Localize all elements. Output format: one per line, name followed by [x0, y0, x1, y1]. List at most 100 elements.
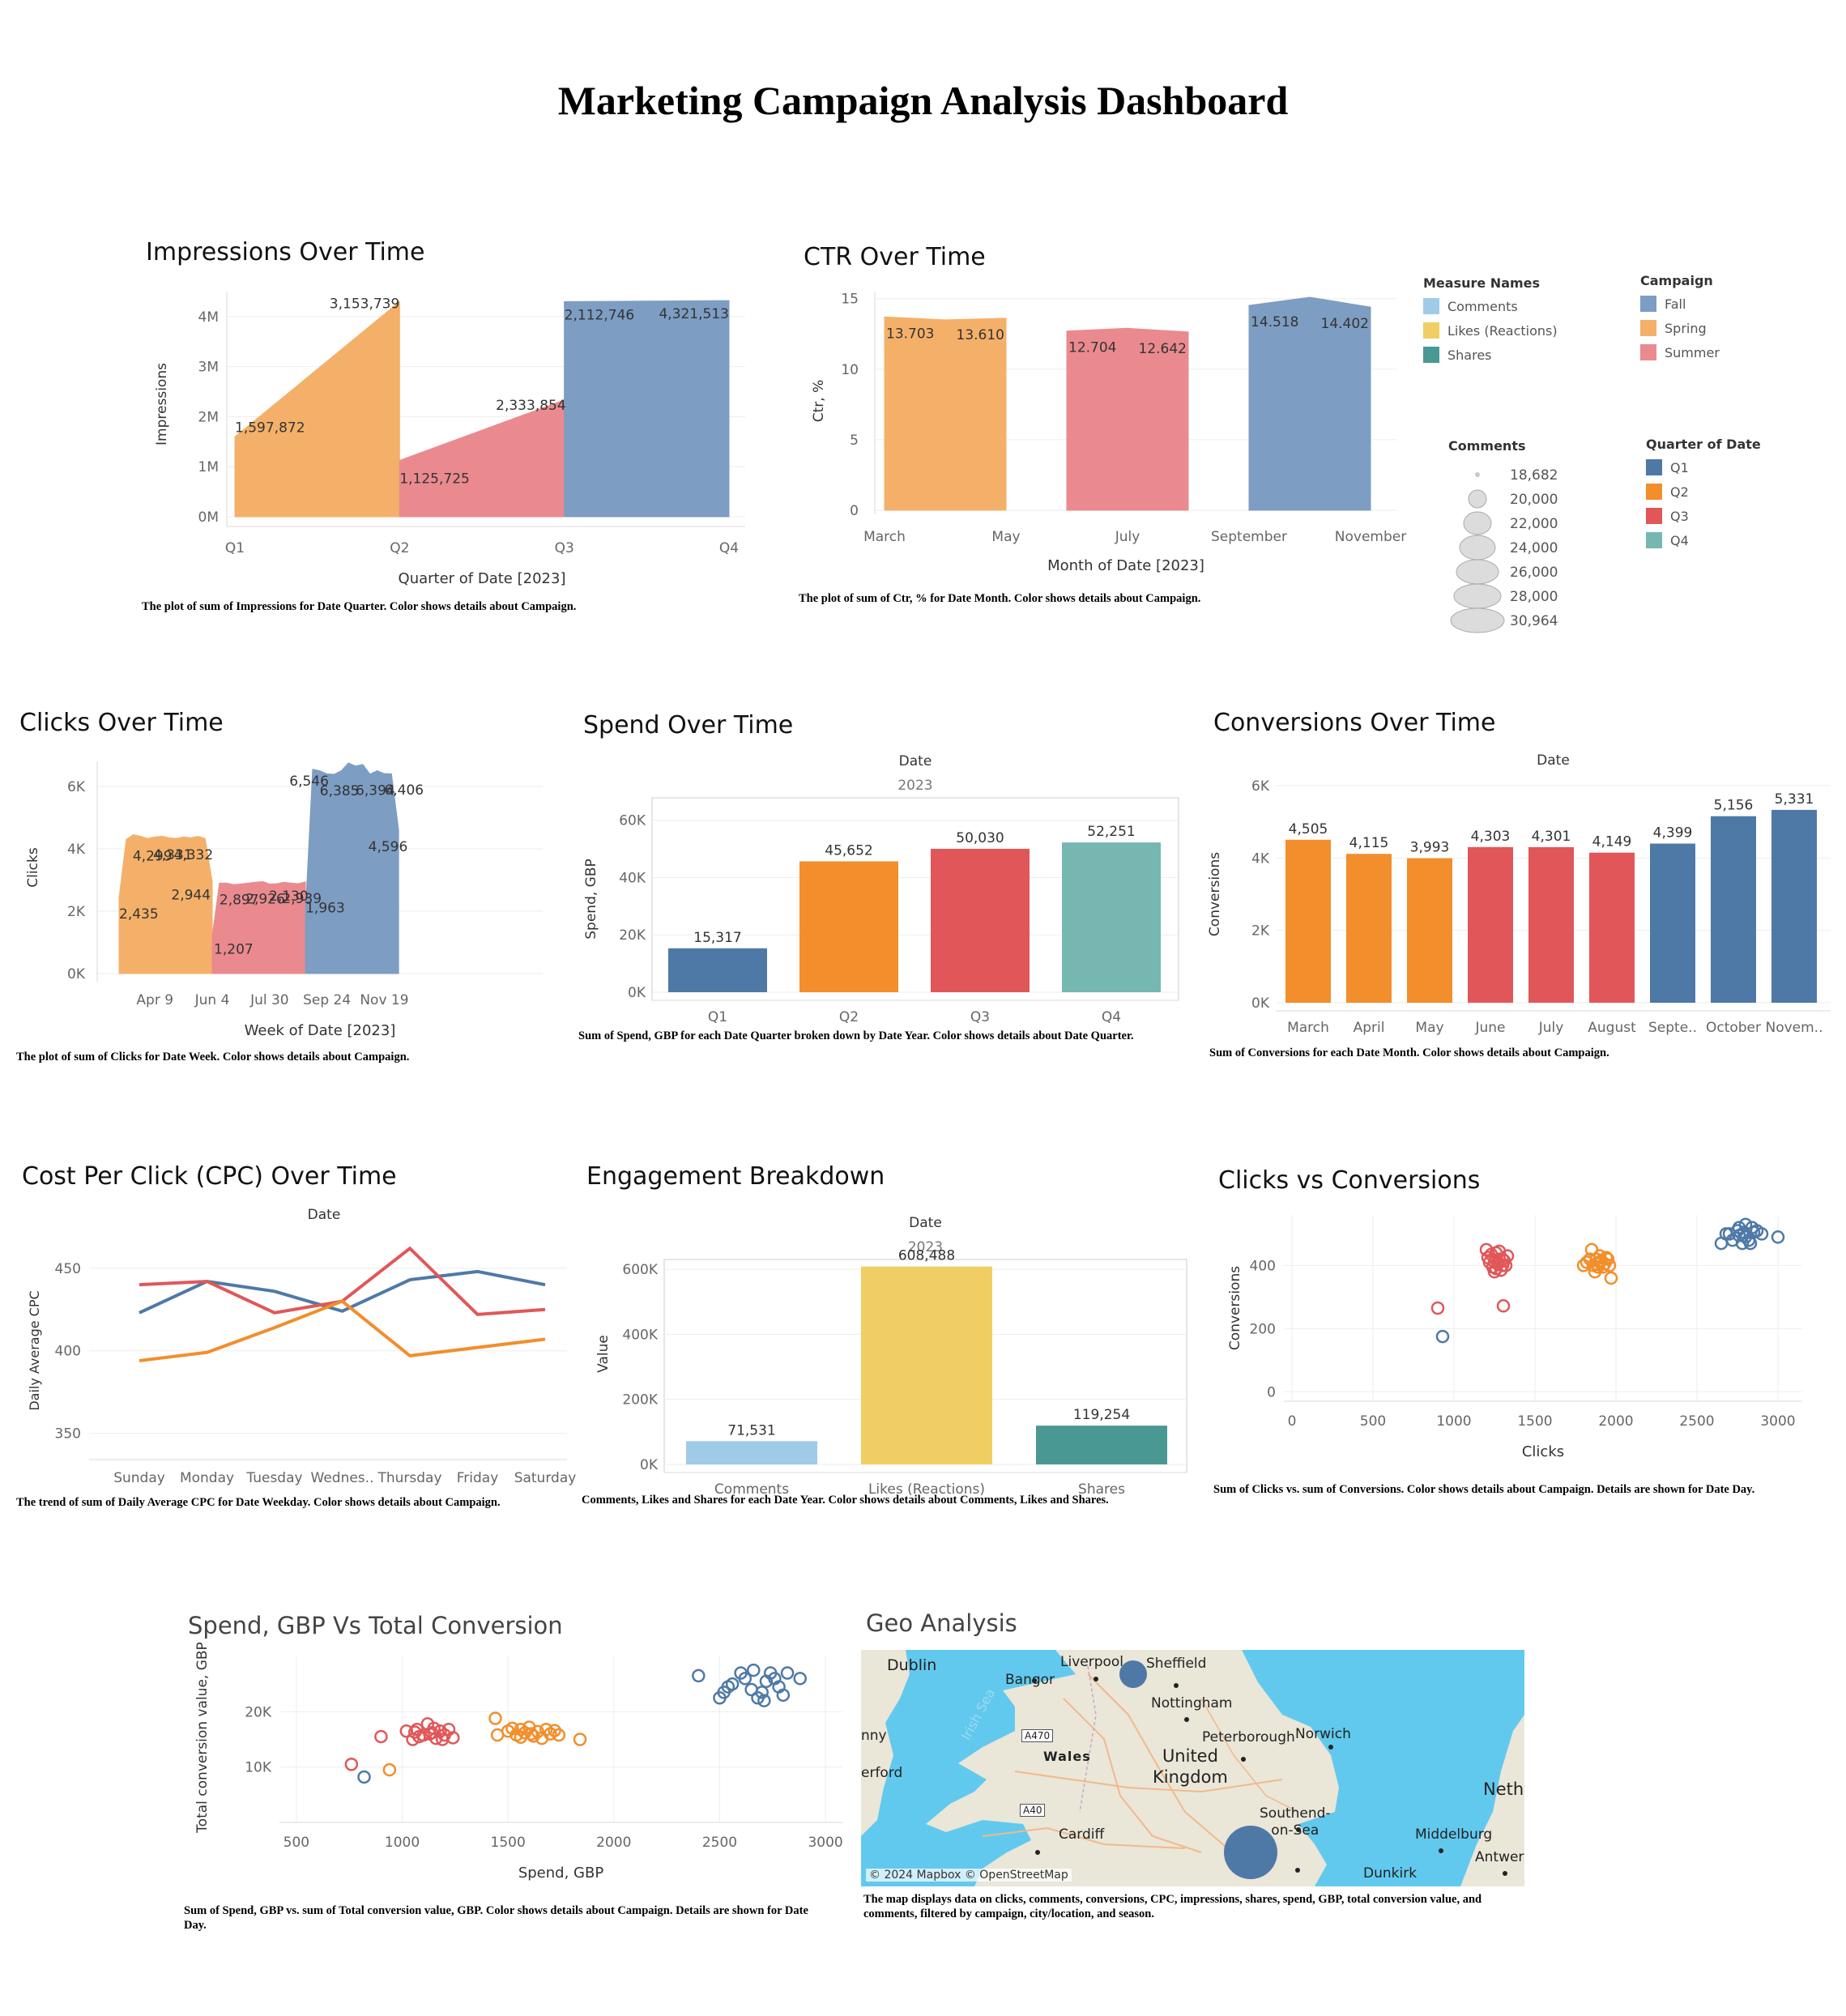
area-fall	[305, 762, 399, 974]
ctr-chart: 0 5 10 15 13.703 13.610 12.704 12.642 14.518 14.4…	[811, 292, 1406, 574]
data-label: 2,112,746	[565, 307, 635, 323]
x-axis-title: Clicks	[1522, 1443, 1564, 1460]
scatter-point	[755, 1686, 769, 1699]
bar	[1407, 858, 1452, 1003]
map-label-peterborough: Peterborough	[1202, 1729, 1295, 1745]
legend-item[interactable]: Q3	[1646, 504, 1761, 528]
data-label: 4,399	[1653, 825, 1693, 842]
ctr-title: CTR Over Time	[804, 243, 986, 271]
legend-item[interactable]: Spring	[1640, 316, 1720, 340]
dashboard-title: Marketing Campaign Analysis Dashboard	[557, 78, 1289, 123]
size-legend-label: 24,000	[1510, 540, 1558, 556]
scatter-point	[1496, 1299, 1511, 1313]
map-bubble[interactable]	[1119, 1660, 1147, 1688]
data-label: 4,149	[1592, 834, 1632, 850]
bar	[1771, 809, 1817, 1003]
cpc-line	[139, 1269, 546, 1315]
legend-item[interactable]: Shares	[1423, 343, 1558, 367]
data-label: 4,303	[1471, 829, 1511, 845]
scatter-point	[1737, 1225, 1751, 1239]
bar	[668, 948, 767, 992]
legend-label: Q1	[1670, 459, 1689, 475]
legend-label: Fall	[1665, 296, 1686, 312]
y-tick-label: 10K	[245, 1760, 272, 1776]
data-label: 2,897	[220, 892, 259, 908]
size-legend-label: 30,964	[1510, 613, 1558, 629]
data-label: 2,435	[119, 906, 159, 923]
x-tick-label: 1000	[385, 1835, 420, 1851]
bar	[1650, 843, 1695, 1003]
chart-header: Date	[909, 1215, 942, 1231]
map-bubble[interactable]	[1224, 1826, 1277, 1879]
y-tick-label: 5	[850, 433, 859, 449]
scatter-point	[1580, 1255, 1594, 1269]
scatter-point	[1602, 1259, 1617, 1272]
legend-item[interactable]: Comments	[1423, 294, 1558, 318]
data-label: 12.642	[1139, 341, 1187, 357]
scatter-point	[382, 1762, 397, 1777]
clicks-caption: The plot of sum of Clicks for Date Week.…	[16, 1051, 410, 1063]
x-tick-label: Q2	[839, 1009, 859, 1025]
legend-item[interactable]: Summer	[1640, 340, 1720, 364]
scatter-point	[692, 1669, 706, 1683]
y-axis-title: Conversions	[1207, 852, 1223, 936]
data-label: 608,488	[898, 1248, 955, 1264]
legend-item[interactable]: Fall	[1640, 292, 1720, 316]
size-legend-label: 22,000	[1510, 516, 1558, 532]
scatter-point	[747, 1663, 761, 1677]
y-tick-label: 600K	[622, 1262, 658, 1278]
comments-size-legend: Comments 18,682 20,000 22,000 24,000 26,…	[1448, 438, 1578, 638]
scatter-point	[1484, 1247, 1499, 1261]
bar	[1589, 852, 1635, 1003]
legend-label: Likes (Reactions)	[1447, 322, 1558, 339]
x-tick-label: Jul 30	[249, 992, 289, 1008]
y-axis-title: Impressions	[154, 363, 170, 445]
engagement-title: Engagement Breakdown	[586, 1162, 885, 1191]
bar	[1062, 842, 1161, 992]
legend-item[interactable]: Q4	[1646, 528, 1761, 552]
spend-chart: Date 2023 0K 20K 40K 60K 15,317 Q1 45,652 Q2 50,03…	[583, 753, 1179, 1025]
scatter-point	[374, 1729, 388, 1744]
data-label: 1,125,725	[399, 471, 470, 487]
data-label: 3,993	[1410, 840, 1450, 856]
scatter-point	[1435, 1329, 1450, 1344]
data-label: 6,406	[384, 782, 424, 799]
x-tick-label: Thursday	[377, 1470, 441, 1486]
y-tick-label: 60K	[619, 813, 646, 829]
legend-swatch	[1646, 459, 1662, 475]
legend-item[interactable]: Q1	[1646, 455, 1761, 479]
map-label-cardiff: Cardiff	[1059, 1826, 1105, 1843]
x-tick-label: Wednes..	[311, 1470, 374, 1486]
bar	[861, 1266, 992, 1464]
geo-map[interactable]: Dublin Liverpool Sheffield Bangor Irish …	[861, 1650, 1524, 1886]
data-label: 6,546	[289, 774, 329, 790]
map-attribution[interactable]: © 2024 Mapbox © OpenStreetMap	[866, 1869, 1072, 1882]
x-tick-label: Comments	[714, 1481, 789, 1498]
y-tick-label: 1M	[198, 459, 219, 475]
y-tick-label: 0K	[640, 1457, 659, 1473]
y-axis-title: Total conversion value, GBP	[194, 1642, 211, 1834]
scatter-point	[1492, 1244, 1507, 1259]
y-axis-title: Daily Average CPC	[27, 1290, 42, 1410]
area-summer	[399, 399, 565, 518]
chart-header: Date	[1537, 752, 1570, 769]
engagement-caption: Comments, Likes and Shares for each Date…	[582, 1494, 1109, 1507]
legend-item[interactable]: Likes (Reactions)	[1423, 318, 1558, 343]
bar	[931, 848, 1030, 992]
cpc-caption: The trend of sum of Daily Average CPC fo…	[16, 1496, 501, 1509]
campaign-legend: Campaign Fall Spring Summer	[1640, 273, 1720, 364]
y-tick-label: 6K	[67, 779, 86, 795]
x-tick-label: October	[1706, 1020, 1761, 1036]
x-axis-title: Month of Date [2023]	[1047, 557, 1204, 574]
y-axis-title: Spend, GBP	[583, 859, 599, 940]
y-tick-label: 350	[55, 1426, 81, 1443]
scatter-point	[344, 1758, 359, 1771]
scatter-point	[548, 1724, 561, 1737]
scatter-point	[780, 1666, 795, 1680]
legend-item[interactable]: Q2	[1646, 479, 1761, 504]
scatter-point	[407, 1725, 422, 1739]
y-tick-label: 0K	[628, 985, 646, 1001]
conversions-caption: Sum of Conversions for each Date Month. …	[1209, 1046, 1609, 1059]
y-tick-label: 20K	[245, 1704, 272, 1720]
scatter-point	[1589, 1257, 1604, 1271]
